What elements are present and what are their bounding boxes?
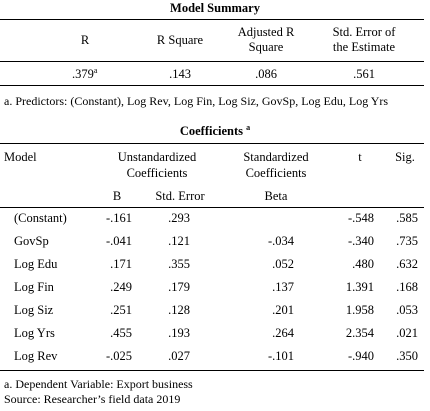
model-summary-header-rule: [0, 61, 424, 62]
coef-header-unstd-1: Unstandardized: [117, 150, 197, 164]
model-summary-title: Model Summary: [170, 1, 260, 15]
coef-cell-sig: .053: [396, 303, 418, 317]
coef-cell-t: 1.958: [345, 303, 374, 317]
coef-cell-se: .121: [168, 234, 190, 248]
coef-cell-beta: .264: [272, 326, 294, 340]
ms-value-r-text: .379: [72, 67, 94, 81]
coef-cell-sig: .632: [396, 257, 418, 271]
coef-footnote: a. Dependent Variable: Export business: [4, 377, 193, 391]
coef-cell-sig: .168: [396, 280, 418, 294]
coef-cell-b: .171: [110, 257, 132, 271]
ms-value-std-err: .561: [353, 67, 375, 81]
coef-cell-beta: .052: [272, 257, 294, 271]
coef-cell-b: -.161: [105, 211, 132, 225]
coef-cell-b: .249: [110, 280, 132, 294]
coef-header-beta: Beta: [264, 189, 288, 203]
model-summary-top-rule: [0, 19, 424, 20]
coef-cell-name: Log Yrs: [14, 326, 55, 340]
coef-cell-se: .293: [168, 211, 190, 225]
coef-header-unstd-2: Coefficients: [126, 166, 188, 180]
coef-header-std-1: Standardized: [243, 150, 309, 164]
ms-header-r-square: R Square: [156, 33, 204, 47]
coef-cell-t: -.940: [347, 349, 374, 363]
coef-source: Source: Researcher’s field data 2019: [4, 392, 181, 406]
coef-cell-se: .128: [168, 303, 190, 317]
coef-header-t: t: [358, 150, 362, 164]
coef-cell-t: 1.391: [345, 280, 374, 294]
ms-header-std-err-2: the Estimate: [332, 40, 396, 54]
coef-cell-beta: .137: [272, 280, 294, 294]
coef-cell-beta: -.034: [267, 234, 294, 248]
coef-cell-t: -.548: [347, 211, 374, 225]
coef-cell-se: .027: [168, 349, 190, 363]
ms-header-r: R: [80, 33, 90, 47]
coef-header-sig: Sig.: [395, 150, 415, 164]
coef-cell-b: .455: [110, 326, 132, 340]
coef-cell-name: Log Edu: [14, 257, 58, 271]
coefficients-title-text: Coefficients: [179, 124, 244, 138]
coef-cell-beta: -.101: [267, 349, 294, 363]
coef-header-model: Model: [4, 150, 37, 164]
ms-value-r: .379a: [72, 65, 98, 82]
coef-cell-name: Log Rev: [14, 349, 58, 363]
coef-cell-t: .480: [352, 257, 374, 271]
coef-cell-sig: .350: [396, 349, 418, 363]
coef-cell-t: 2.354: [345, 326, 374, 340]
coef-cell-se: .355: [168, 257, 190, 271]
ms-header-std-err-1: Std. Error of: [332, 25, 396, 39]
ms-value-r-sup: a: [93, 65, 98, 75]
coef-cell-name: Log Siz: [14, 303, 54, 317]
coef-cell-name: (Constant): [14, 211, 67, 225]
coef-cell-t: -.340: [347, 234, 374, 248]
coef-cell-beta: .201: [272, 303, 294, 317]
coef-cell-name: GovSp: [14, 234, 49, 248]
coefficients-title-sup: a: [246, 122, 251, 132]
ms-value-adj-r: .086: [255, 67, 277, 81]
coefficients-header-rule: [0, 207, 424, 208]
coef-header-b: B: [112, 189, 122, 203]
coefficients-title: Coefficients a: [0, 123, 430, 139]
coef-cell-se: .193: [168, 326, 190, 340]
ms-footnote: a. Predictors: (Constant), Log Rev, Log …: [4, 94, 389, 108]
ms-value-r-square: .143: [169, 67, 191, 81]
coef-cell-b: .251: [110, 303, 132, 317]
coefficients-bottom-rule: [0, 370, 424, 371]
model-summary-bottom-rule: [0, 85, 424, 86]
coef-cell-b: -.041: [105, 234, 132, 248]
coef-cell-name: Log Fin: [14, 280, 54, 294]
coef-cell-se: .179: [168, 280, 190, 294]
coef-header-std-2: Coefficients: [245, 166, 307, 180]
coef-cell-sig: .021: [396, 326, 418, 340]
coef-cell-b: -.025: [105, 349, 132, 363]
coef-header-std-error: Std. Error: [155, 189, 205, 203]
coef-cell-sig: .585: [396, 211, 418, 225]
ms-header-adj-r-1: Adjusted R: [237, 25, 295, 39]
ms-header-adj-r-2: Square: [248, 40, 284, 54]
coef-cell-sig: .735: [396, 234, 418, 248]
coefficients-top-rule: [0, 143, 424, 144]
